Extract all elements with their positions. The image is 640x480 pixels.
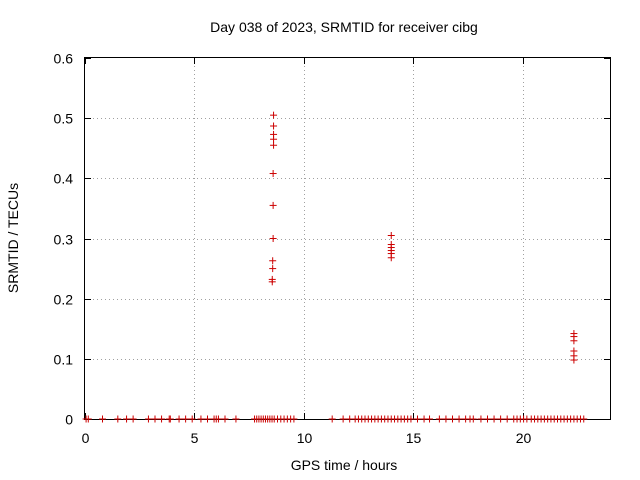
data-point xyxy=(158,415,166,423)
data-point xyxy=(570,337,578,345)
axis-ticks: 0 0.1 0.2 0.3 0.4 0.5 0.6 0 5 10 15 20 xyxy=(54,51,610,446)
data-point xyxy=(182,415,190,423)
data-point xyxy=(99,415,106,423)
data-point xyxy=(197,415,205,423)
data-point xyxy=(114,415,122,423)
data-point xyxy=(270,135,278,143)
data-point xyxy=(269,235,277,242)
data-point xyxy=(387,231,395,239)
data-point xyxy=(328,415,336,423)
data-point xyxy=(414,415,421,423)
x-tick-label: 10 xyxy=(297,430,313,446)
data-point xyxy=(407,415,415,423)
plot-frame xyxy=(84,57,611,420)
y-tick-label: 0 xyxy=(65,412,73,428)
data-point xyxy=(490,415,498,423)
data-point xyxy=(269,265,277,273)
grid-lines xyxy=(85,58,610,419)
data-point xyxy=(268,278,276,286)
data-point xyxy=(270,122,278,130)
y-tick-label: 0.2 xyxy=(54,292,74,308)
data-point xyxy=(188,415,196,423)
data-point xyxy=(269,201,277,209)
data-point xyxy=(123,415,131,423)
data-point xyxy=(269,170,277,178)
data-point xyxy=(477,415,485,423)
y-axis-title: SRMTID / TECUs xyxy=(5,183,21,293)
data-point xyxy=(570,356,578,364)
data-point xyxy=(455,415,463,423)
y-tick-label: 0.3 xyxy=(54,232,74,248)
data-point xyxy=(204,415,211,423)
data-point xyxy=(497,415,505,423)
data-point xyxy=(214,415,222,423)
y-tick-label: 0.5 xyxy=(54,111,74,127)
data-point xyxy=(84,415,92,423)
data-point xyxy=(339,415,347,423)
data-point xyxy=(290,415,298,423)
data-point xyxy=(442,415,450,423)
y-tick-label: 0.1 xyxy=(54,352,74,368)
data-point xyxy=(484,415,491,423)
data-point xyxy=(449,415,456,423)
x-axis-title: GPS time / hours xyxy=(291,457,398,473)
x-tick-label: 15 xyxy=(406,430,422,446)
y-tick-label: 0.6 xyxy=(54,51,74,67)
data-point xyxy=(435,415,443,423)
x-tick-label: 20 xyxy=(516,430,532,446)
data-point xyxy=(151,415,159,423)
x-tick-label: 0 xyxy=(82,430,90,446)
data-point xyxy=(175,415,183,423)
data-point xyxy=(166,415,174,423)
data-point xyxy=(129,415,137,423)
data-point xyxy=(503,415,511,423)
data-point xyxy=(144,415,152,423)
y-tick-label: 0.4 xyxy=(54,171,74,187)
data-points xyxy=(82,111,588,423)
data-point xyxy=(469,415,477,423)
data-point xyxy=(426,415,434,423)
x-tick-label: 5 xyxy=(191,430,199,446)
data-point xyxy=(270,141,278,149)
chart-title: Day 038 of 2023, SRMTID for receiver cib… xyxy=(210,19,478,35)
data-point xyxy=(580,415,588,423)
data-point xyxy=(232,415,240,423)
data-point xyxy=(221,415,229,423)
data-point xyxy=(270,111,278,119)
data-point xyxy=(269,257,277,265)
data-point xyxy=(387,254,395,262)
